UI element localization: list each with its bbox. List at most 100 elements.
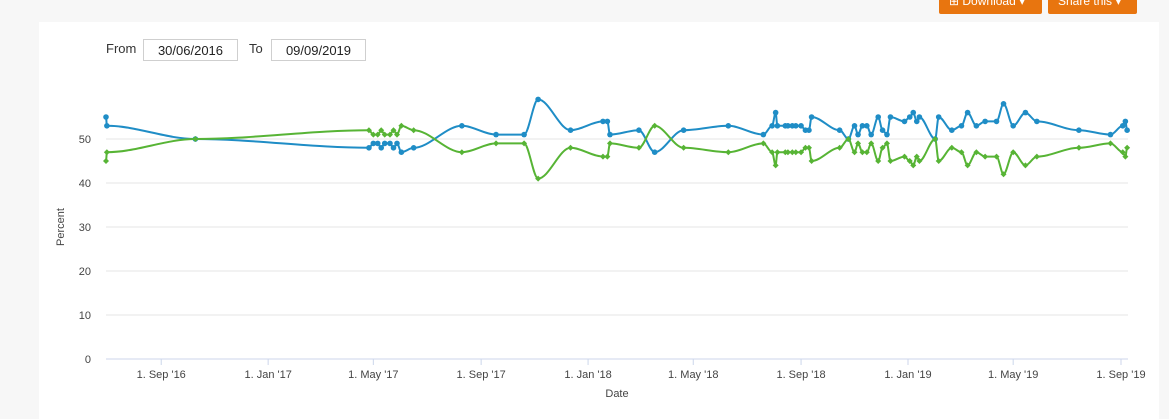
data-point-b — [913, 153, 920, 160]
data-point-b — [604, 153, 611, 160]
data-point-a — [910, 109, 917, 116]
data-point-b — [192, 136, 199, 142]
data-point-b — [1075, 144, 1082, 151]
data-point-a — [1000, 101, 1007, 107]
from-date-input[interactable]: 30/06/2016 — [143, 39, 238, 61]
data-point-b — [458, 149, 465, 156]
data-point-a — [772, 109, 779, 116]
data-point-a — [394, 140, 400, 147]
data-point-a — [851, 123, 858, 129]
data-point-b — [863, 149, 870, 156]
data-point-b — [855, 140, 862, 147]
data-point-b — [393, 131, 400, 138]
data-point-b — [808, 158, 815, 164]
data-point-a — [459, 123, 465, 129]
data-point-a — [949, 127, 955, 133]
data-point-a — [1124, 127, 1130, 133]
y-tick-label: 10 — [79, 310, 91, 322]
data-point-a — [366, 145, 372, 151]
data-point-a — [864, 123, 870, 129]
data-point-b — [836, 144, 843, 151]
y-axis-title: Percent — [55, 208, 67, 246]
data-point-b — [365, 127, 372, 134]
data-point-a — [973, 123, 980, 129]
data-point-b — [792, 149, 799, 156]
data-point-a — [906, 114, 913, 120]
data-point-b — [370, 131, 377, 138]
data-point-a — [680, 127, 687, 133]
data-point-b — [859, 149, 866, 156]
data-point-b — [883, 140, 890, 147]
data-point-b — [769, 149, 776, 156]
data-point-b — [887, 158, 894, 164]
data-point-b — [784, 149, 791, 156]
data-point-a — [1010, 123, 1016, 129]
data-point-a — [901, 118, 908, 125]
data-point-b — [935, 158, 942, 164]
x-tick-label: 1. May '18 — [668, 369, 718, 381]
data-point-a — [600, 118, 606, 125]
data-point-a — [535, 96, 541, 103]
download-button[interactable]: ⊞ Download ▾ — [939, 0, 1042, 14]
data-point-a — [884, 131, 890, 138]
data-point-a — [607, 131, 613, 138]
data-point-b — [868, 140, 875, 147]
data-point-a — [958, 123, 965, 129]
from-label: From — [106, 41, 137, 56]
data-point-b — [916, 158, 923, 164]
data-point-b — [932, 136, 939, 142]
to-date-input[interactable]: 09/09/2019 — [271, 39, 366, 61]
data-point-b — [851, 149, 858, 156]
data-point-a — [381, 140, 388, 147]
data-point-a — [964, 109, 971, 116]
data-point-b — [725, 149, 732, 156]
data-point-b — [1119, 149, 1126, 156]
data-point-a — [769, 123, 775, 129]
data-point-b — [910, 162, 917, 169]
data-point-b — [680, 144, 687, 151]
y-tick-label: 20 — [79, 266, 91, 278]
to-label: To — [249, 41, 263, 56]
data-point-a — [398, 149, 405, 155]
data-point-a — [859, 123, 866, 129]
data-point-b — [798, 149, 805, 156]
data-point-a — [390, 145, 397, 151]
x-tick-label: 1. Sep '19 — [1096, 369, 1145, 381]
data-point-b — [606, 140, 613, 147]
data-point-a — [103, 114, 109, 120]
data-point-b — [875, 158, 882, 164]
data-point-a — [651, 149, 658, 155]
data-point-b — [103, 158, 109, 164]
data-point-a — [993, 118, 1000, 125]
data-point-b — [1000, 171, 1007, 178]
share-button[interactable]: Share this ▾ — [1048, 0, 1137, 14]
data-point-b — [906, 158, 913, 164]
data-point-b — [381, 131, 388, 138]
data-point-a — [798, 123, 804, 129]
data-point-b — [398, 122, 405, 129]
data-point-a — [1022, 109, 1029, 116]
data-point-a — [806, 127, 812, 133]
data-point-b — [948, 144, 955, 151]
data-point-b — [772, 162, 779, 169]
data-point-b — [567, 144, 574, 151]
data-point-a — [725, 123, 732, 129]
data-point-b — [1122, 153, 1129, 160]
data-point-b — [774, 149, 781, 156]
data-point-a — [378, 145, 385, 151]
y-tick-label: 30 — [79, 222, 91, 234]
data-point-b — [958, 149, 965, 156]
data-point-a — [855, 131, 861, 138]
data-point-a — [1107, 131, 1114, 138]
data-point-b — [982, 153, 989, 160]
data-point-a — [887, 114, 894, 120]
data-point-a — [370, 140, 377, 147]
x-tick-label: 1. Sep '17 — [457, 369, 506, 381]
data-point-b — [993, 153, 1000, 160]
data-point-a — [868, 131, 874, 138]
data-point-a — [875, 114, 881, 120]
data-point-b — [802, 144, 809, 151]
data-point-a — [567, 127, 574, 133]
chart-card — [39, 22, 1159, 419]
